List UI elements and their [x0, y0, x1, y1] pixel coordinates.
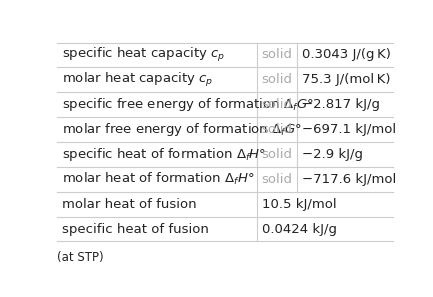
Text: solid: solid — [262, 173, 293, 186]
Text: molar heat of formation $\Delta_f H°$: molar heat of formation $\Delta_f H°$ — [61, 171, 254, 187]
Text: 10.5 kJ/mol: 10.5 kJ/mol — [262, 198, 337, 211]
Text: −717.6 kJ/mol: −717.6 kJ/mol — [302, 173, 397, 186]
Text: solid: solid — [262, 123, 293, 136]
Text: −697.1 kJ/mol: −697.1 kJ/mol — [302, 123, 397, 136]
Text: solid: solid — [262, 98, 293, 111]
Text: 75.3 J/(mol K): 75.3 J/(mol K) — [302, 73, 391, 86]
Text: (at STP): (at STP) — [58, 251, 104, 264]
Text: −2.817 kJ/g: −2.817 kJ/g — [302, 98, 381, 111]
Text: molar heat capacity $c_p$: molar heat capacity $c_p$ — [61, 71, 213, 89]
Text: solid: solid — [262, 148, 293, 161]
Text: specific heat of formation $\Delta_f H°$: specific heat of formation $\Delta_f H°$ — [61, 146, 266, 163]
Text: specific heat of fusion: specific heat of fusion — [61, 222, 208, 236]
Text: solid: solid — [262, 73, 293, 86]
Text: specific free energy of formation $\Delta_f G°$: specific free energy of formation $\Delt… — [61, 96, 313, 113]
Text: −2.9 kJ/g: −2.9 kJ/g — [302, 148, 363, 161]
Text: specific heat capacity $c_p$: specific heat capacity $c_p$ — [61, 46, 225, 64]
Text: solid: solid — [262, 48, 293, 61]
Text: molar heat of fusion: molar heat of fusion — [61, 198, 196, 211]
Text: 0.0424 kJ/g: 0.0424 kJ/g — [262, 222, 337, 236]
Text: 0.3043 J/(g K): 0.3043 J/(g K) — [302, 48, 391, 61]
Text: molar free energy of formation $\Delta_f G°$: molar free energy of formation $\Delta_f… — [61, 121, 301, 138]
